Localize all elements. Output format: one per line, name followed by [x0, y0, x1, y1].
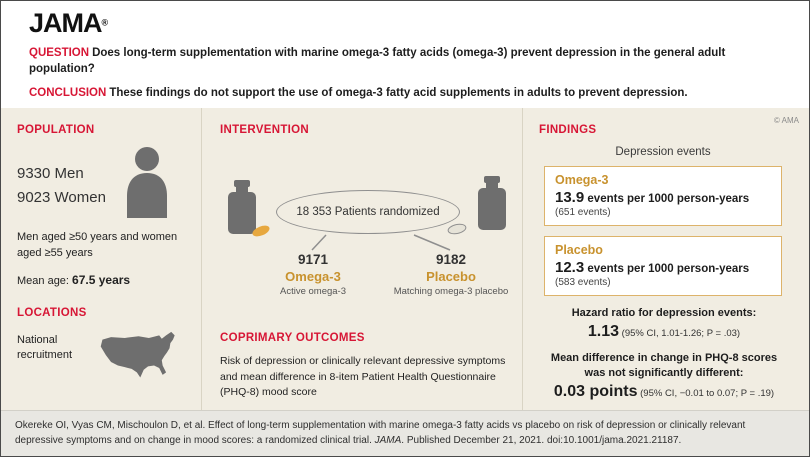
coprimary-text: Risk of depression or clinically relevan… — [220, 355, 506, 398]
locations-title: LOCATIONS — [17, 307, 87, 320]
omega3-box-rate: 13.9 events per 1000 person-years — [555, 189, 771, 206]
footer: Okereke OI, Vyas CM, Mischoulon D, et al… — [1, 410, 809, 456]
citation: Okereke OI, Vyas CM, Mischoulon D, et al… — [15, 419, 795, 448]
men-count: 9330 Men — [17, 165, 84, 183]
randomized-ellipse: 18 353 Patients randomized — [276, 190, 460, 235]
jama-logo-text: JAMA — [29, 8, 103, 38]
citation-text-before: Okereke OI, Vyas CM, Mischoulon D, et al… — [15, 420, 746, 446]
locations-row: National recruitment — [17, 329, 187, 383]
omega3-rate-value: 13.9 — [555, 189, 585, 207]
mean-difference-ci: (95% CI, −0.01 to 0.07; P = .19) — [637, 387, 775, 399]
placebo-pill-icon — [446, 222, 468, 236]
hazard-ratio-ci: (95% CI, 1.01-1.26; P = .03) — [619, 328, 741, 340]
findings-title: FINDINGS — [539, 124, 597, 137]
placebo-arm-name: Placebo — [426, 269, 476, 285]
omega3-arm-desc: Active omega-3 — [279, 286, 346, 298]
population-column: POPULATION 9330 Men 9023 Women Men aged … — [1, 108, 201, 410]
placebo-box-name: Placebo — [555, 243, 603, 258]
mean-difference-block: Mean difference in change in PHQ-8 score… — [539, 351, 789, 401]
ama-copyright: © AMA — [773, 116, 799, 126]
mean-age-label: Mean age: — [17, 275, 69, 288]
coprimary-title: COPRIMARY OUTCOMES — [220, 332, 365, 345]
locations-text: National recruitment — [17, 334, 73, 362]
randomization-diagram: 18 353 Patients randomized — [220, 146, 512, 320]
randomized-text: 18 353 Patients randomized — [296, 206, 440, 219]
intervention-title: INTERVENTION — [220, 124, 310, 137]
conclusion-text: These findings do not support the use of… — [109, 87, 688, 100]
question-label: QUESTION — [29, 47, 90, 59]
mean-difference-value: 0.03 points — [553, 382, 638, 400]
age-criteria: Men aged ≥50 years and women aged ≥55 ye… — [17, 231, 178, 259]
placebo-arm-n: 9182 — [435, 252, 467, 268]
omega3-result-box: Omega-3 13.9 events per 1000 person-year… — [544, 166, 782, 227]
mean-difference-label: Mean difference in change in PHQ-8 score… — [550, 352, 778, 379]
intervention-column: INTERVENTION 18 353 Patients randomized — [201, 108, 523, 410]
conclusion-line: CONCLUSION These findings do not support … — [29, 85, 781, 101]
person-icon — [120, 146, 174, 219]
omega3-arm: 9171 Omega-3 Active omega-3 — [252, 252, 374, 298]
header: JAMA® QUESTION Does long-term supplementa… — [1, 1, 809, 109]
omega3-arm-name: Omega-3 — [285, 269, 341, 285]
registered-mark-icon: ® — [101, 17, 109, 28]
question-line: QUESTION Does long-term supplementation w… — [29, 45, 774, 77]
placebo-arm: 9182 Placebo Matching omega-3 placebo — [388, 252, 514, 298]
placebo-arm-desc: Matching omega-3 placebo — [393, 286, 509, 298]
hazard-ratio-block: Hazard ratio for depression events: 1.13… — [539, 306, 789, 341]
main-panel: POPULATION 9330 Men 9023 Women Men aged … — [1, 108, 809, 410]
omega3-arm-n: 9171 — [297, 252, 329, 268]
connector-lines — [220, 146, 512, 320]
omega3-capsule-icon — [250, 224, 272, 238]
placebo-result-box: Placebo 12.3 events per 1000 person-year… — [544, 236, 782, 297]
hazard-ratio-label: Hazard ratio for depression events: — [571, 307, 757, 320]
citation-journal: JAMA — [374, 434, 402, 446]
omega3-bottle-icon — [224, 180, 260, 235]
omega3-events-count: (651 events) — [555, 207, 611, 219]
us-map-icon — [99, 329, 185, 383]
conclusion-label: CONCLUSION — [29, 87, 107, 100]
jama-logo: JAMA® — [29, 10, 781, 37]
placebo-rate-unit: events per 1000 person-years — [584, 263, 750, 276]
placebo-box-rate: 12.3 events per 1000 person-years — [555, 259, 771, 276]
hazard-ratio-line: 1.13 (95% CI, 1.01-1.26; P = .03) — [539, 323, 789, 341]
omega3-rate-unit: events per 1000 person-years — [584, 193, 750, 206]
mean-age-value: 67.5 years — [72, 273, 131, 288]
depression-events-label: Depression events — [615, 146, 711, 159]
placebo-events-count: (583 events) — [555, 277, 611, 289]
mean-difference-line: 0.03 points (95% CI, −0.01 to 0.07; P = … — [539, 383, 789, 401]
placebo-rate-value: 12.3 — [555, 259, 585, 277]
hazard-ratio-value: 1.13 — [587, 323, 620, 341]
mean-age: Mean age: 67.5 years — [17, 273, 187, 287]
omega3-box-name: Omega-3 — [555, 173, 609, 188]
population-figures: 9330 Men 9023 Women — [17, 146, 187, 219]
women-count: 9023 Women — [17, 189, 106, 207]
population-title: POPULATION — [17, 124, 95, 137]
population-counts: 9330 Men 9023 Women — [17, 162, 106, 210]
placebo-bottle-icon — [474, 176, 510, 231]
citation-text-after: . Published December 21, 2021. doi:10.10… — [401, 434, 682, 446]
findings-column: © AMA FINDINGS Depression events Omega-3… — [523, 108, 809, 410]
question-text: Does long-term supplementation with mari… — [29, 47, 726, 76]
